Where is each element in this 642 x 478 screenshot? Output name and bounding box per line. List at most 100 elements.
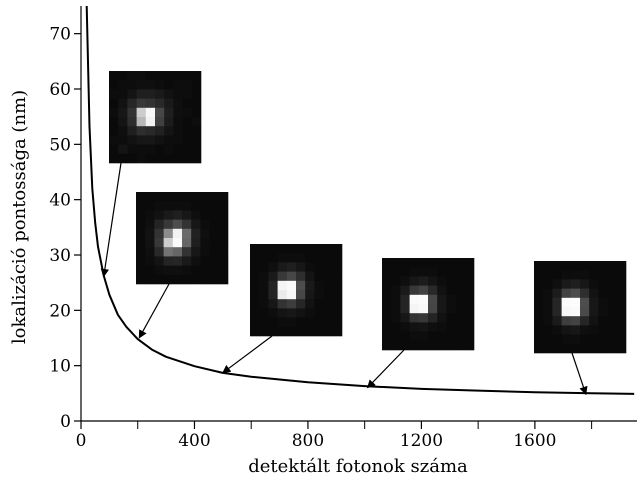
psf-pixel (464, 304, 475, 314)
psf-pixel (409, 322, 420, 332)
psf-pixel (296, 271, 306, 282)
plot-area (85, 5, 635, 395)
psf-pixel (172, 201, 183, 211)
psf-pixel (173, 126, 183, 136)
psf-pixel (191, 210, 201, 220)
psf-pixel (109, 117, 119, 127)
psf-pixel (607, 261, 618, 271)
psf-pixel (250, 290, 260, 300)
psf-pixel (109, 153, 119, 164)
psf-pixel (437, 331, 447, 342)
psf-pixel (286, 253, 297, 263)
psf-pixel (455, 276, 466, 286)
psf-pixel (200, 274, 210, 285)
psf-pixel (200, 219, 210, 230)
psf-pixel (428, 276, 438, 286)
psf-pixel (607, 297, 618, 308)
x-tick-label: 800 (292, 431, 324, 451)
psf-pixel (163, 210, 174, 220)
psf-pixel (268, 326, 278, 337)
psf-pixel (314, 253, 324, 263)
psf-pixel (580, 261, 590, 271)
psf-pixel (164, 135, 174, 145)
psf-pixel (446, 276, 456, 286)
psf-pixel (464, 331, 475, 342)
psf-pixel (400, 267, 410, 277)
psf-pixel (136, 89, 147, 99)
psf-pixel (145, 153, 156, 164)
psf-pixel (561, 297, 572, 308)
psf-pixel (145, 238, 155, 248)
psf-pixel (446, 294, 456, 305)
psf-pixel (136, 135, 147, 145)
psf-pixel (173, 135, 183, 145)
psf-pixel (118, 89, 128, 99)
psf-pixel (391, 304, 401, 314)
psf-pixel (382, 285, 392, 296)
psf-pixel (323, 244, 334, 254)
psf-pixel (200, 192, 210, 202)
psf-pixel (607, 307, 618, 317)
psf-pixel (464, 340, 475, 351)
psf-pixel (182, 89, 193, 99)
psf-pixel (418, 304, 429, 314)
psf-pixel (268, 244, 278, 254)
psf-pixel (616, 261, 627, 271)
psf-pixel (616, 288, 627, 299)
psf-pixel (268, 299, 278, 309)
psf-pixel (164, 153, 174, 164)
psf-pixel (446, 331, 456, 342)
psf-pixel (543, 334, 553, 345)
psf-pixel (391, 313, 401, 323)
psf-pixel (534, 325, 544, 335)
psf-pixel (145, 201, 155, 211)
psf-pixel (155, 117, 165, 127)
psf-pixel (250, 280, 260, 291)
psf-pixel (163, 219, 174, 230)
psf-pixel (145, 80, 156, 90)
psf-pixel (191, 219, 201, 230)
psf-pixel (155, 89, 165, 99)
psf-pixel (561, 270, 572, 280)
psf-pixel (136, 71, 147, 81)
psf-pixel (218, 192, 229, 202)
psf-pixel (543, 316, 553, 326)
psf-pixel (277, 271, 288, 282)
psf-pixel (118, 153, 128, 164)
psf-pixel (305, 290, 315, 300)
psf-pixel (191, 71, 202, 81)
psf-pixel (589, 316, 599, 326)
psf-pixel (145, 107, 156, 118)
psf-pixel (543, 261, 553, 271)
psf-pixel (580, 334, 590, 345)
psf-pixel (277, 280, 288, 291)
psf-pixel (446, 285, 456, 296)
psf-pixel (589, 325, 599, 335)
psf-pixel (154, 256, 164, 266)
psf-pixel (118, 126, 128, 136)
psf-pixel (598, 279, 608, 289)
psf-pixel (332, 290, 343, 300)
psf-pixel (286, 326, 297, 337)
psf-pixel (323, 299, 334, 309)
psf-pixel (277, 308, 288, 318)
psf-pixel (464, 276, 475, 286)
psf-pixel (552, 270, 562, 280)
psf-pixel (580, 307, 590, 317)
psf-pixel (589, 297, 599, 308)
psf-pixel (145, 126, 156, 136)
psf-pixel (428, 285, 438, 296)
psf-pixel (305, 253, 315, 263)
psf-pixel (218, 247, 229, 257)
psf-pixel (455, 331, 466, 342)
psf-pixel (154, 210, 164, 220)
psf-pixel (296, 262, 306, 272)
psf-pixel (191, 265, 201, 276)
psf-pixel (382, 331, 392, 342)
psf-pixel (534, 288, 544, 299)
psf-pixel (570, 297, 581, 308)
psf-pixel (277, 317, 288, 328)
psf-pixel (200, 228, 210, 239)
psf-pixel (191, 144, 202, 155)
psf-pixel (446, 267, 456, 277)
